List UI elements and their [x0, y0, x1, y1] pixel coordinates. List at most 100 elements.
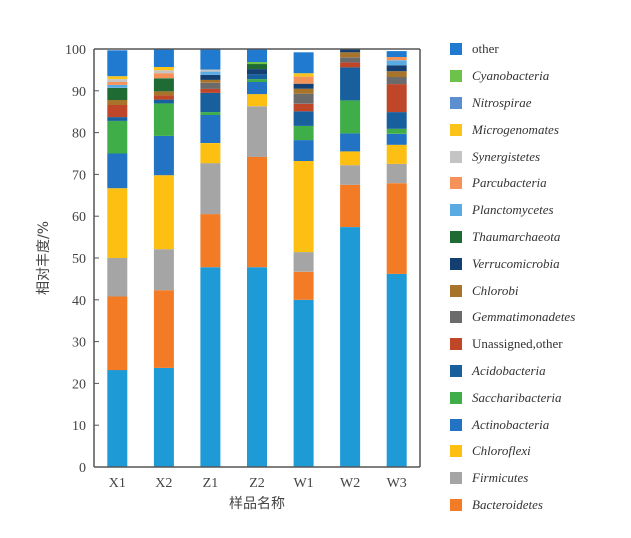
bar-segment-X2-bacteroidetes — [153, 290, 174, 368]
legend-swatch — [450, 338, 462, 351]
bar-segment-W2-gemmatimonadetes — [340, 57, 361, 63]
bar-segment-X2-chlorobi — [153, 91, 174, 96]
legend-item: Firmicutes — [450, 465, 628, 492]
legend-swatch — [450, 230, 462, 243]
bar-segment-W2-unlabeled — [340, 227, 361, 467]
bar-segment-W1-parcubacteria — [293, 76, 314, 84]
legend-label: Chloroflexi — [472, 443, 531, 459]
legend-label: Planctomycetes — [472, 202, 554, 218]
bar-segment-W3-chlorobi — [386, 71, 407, 78]
legend-label: Synergistetes — [472, 148, 541, 164]
bar-segment-Z1-unlabeled — [200, 267, 221, 467]
y-tick-label: 50 — [72, 252, 86, 267]
bar-segment-X2-parcubacteria — [153, 73, 174, 79]
bars-group — [107, 49, 407, 467]
bar-segment-W2-actinobacteria — [340, 133, 361, 152]
bar-segment-X1-unlabeled — [107, 370, 128, 467]
bar-segment-W2-bacteroidetes — [340, 184, 361, 227]
y-tick-label: 80 — [72, 127, 86, 142]
legend: other Cyanobacteria Nitrospirae Microgenoma… — [450, 36, 628, 518]
legend-label: Bacteroidetes — [472, 496, 543, 512]
legend-swatch — [450, 123, 462, 136]
legend-item: Nitrospirae — [450, 90, 628, 117]
legend-label: Acidobacteria — [472, 362, 546, 378]
legend-item: Parcubacteria — [450, 170, 628, 197]
x-tick-label: Z1 — [203, 476, 219, 491]
legend-swatch — [450, 284, 462, 297]
legend-label: Verrucomicrobia — [472, 255, 560, 271]
bar-segment-X2-unassigned-other — [153, 95, 174, 100]
bar-segment-X2-chloroflexi — [153, 175, 174, 250]
bar-segment-W2-unassigned-other — [340, 62, 361, 68]
bar-segment-Z1-firmicutes — [200, 163, 221, 215]
legend-label: Microgenomates — [472, 121, 559, 137]
bar-segment-W3-chloroflexi — [386, 144, 407, 164]
bar-segment-Z2-thaumarchaeota — [247, 64, 267, 69]
legend-swatch — [450, 418, 462, 431]
x-tick-label: X2 — [155, 476, 172, 491]
legend-swatch — [450, 43, 462, 56]
bar-segment-W3-verrucomicrobia — [386, 65, 407, 72]
bar-segment-W1-gemmatimonadetes — [293, 93, 314, 104]
legend-label: other — [472, 41, 499, 57]
legend-item: Chlorobi — [450, 277, 628, 304]
legend-item: Thaumarchaeota — [450, 224, 628, 251]
bar-segment-W1-verrucomicrobia — [293, 83, 314, 89]
bar-segment-Z2-cyanobacteria — [247, 62, 267, 65]
bar-segment-W1-other — [293, 52, 314, 74]
legend-swatch — [450, 472, 462, 485]
legend-item: Synergistetes — [450, 143, 628, 170]
bar-segment-W2-saccharibacteria — [340, 100, 361, 134]
x-tick-label: Z2 — [249, 476, 265, 491]
bar-segment-X1-synergistetes — [107, 79, 128, 82]
x-tick-label: W2 — [340, 476, 360, 491]
bar-segment-Z1-unassigned-other — [200, 88, 221, 93]
legend-label: Thaumarchaeota — [472, 228, 561, 244]
bar-segment-W1-firmicutes — [293, 252, 314, 272]
legend-item: Microgenomates — [450, 116, 628, 143]
legend-swatch — [450, 177, 462, 190]
y-tick-label: 90 — [72, 85, 86, 100]
y-tick-label: 20 — [72, 377, 86, 392]
legend-swatch — [450, 70, 462, 83]
bar-segment-X2-firmicutes — [153, 249, 174, 291]
y-tick-label: 10 — [72, 419, 86, 434]
legend-item: Gemmatimonadetes — [450, 304, 628, 331]
legend-item: Actinobacteria — [450, 411, 628, 438]
bar-segment-X2-thaumarchaeota — [153, 78, 174, 92]
bar-segment-Z1-bacteroidetes — [200, 214, 221, 268]
bar-segment-Z1-planctomycetes — [200, 71, 221, 75]
bar-segment-W3-bacteroidetes — [386, 183, 407, 274]
bar-segment-W3-unassigned-other — [386, 84, 407, 113]
legend-swatch — [450, 391, 462, 404]
legend-label: Unassigned,other — [472, 336, 563, 352]
bar-segment-Z1-synergistetes — [200, 69, 221, 72]
bar-segment-Z2-bacteroidetes — [247, 156, 267, 268]
bar-segment-Z2-firmicutes — [247, 106, 267, 157]
bar-segment-X2-acidobacteria — [153, 99, 174, 104]
y-tick-label: 100 — [65, 43, 86, 58]
legend-label: Chlorobi — [472, 282, 519, 298]
bar-segment-Z1-saccharibacteria — [200, 112, 221, 115]
bar-segment-W1-acidobacteria — [293, 111, 314, 126]
bar-segment-X2-microgenomates — [153, 67, 174, 71]
x-axis-title: 样品名称 — [229, 496, 285, 512]
bar-segment-X1-acidobacteria — [107, 117, 128, 121]
y-tick-label: 60 — [72, 210, 86, 225]
legend-swatch — [450, 150, 462, 163]
legend-label: Cyanobacteria — [472, 68, 550, 84]
legend-label: Firmicutes — [472, 470, 529, 486]
legend-label: Saccharibacteria — [472, 389, 562, 405]
bar-segment-X1-microgenomates — [107, 76, 128, 80]
bar-segment-W3-unlabeled — [386, 273, 407, 467]
legend-label: Nitrospirae — [472, 94, 532, 110]
bar-segment-W2-firmicutes — [340, 165, 361, 185]
bar-segment-W3-planctomycetes — [386, 60, 407, 66]
bar-segment-X1-saccharibacteria — [107, 120, 128, 154]
y-tick-label: 70 — [72, 168, 86, 183]
legend-item: Unassigned,other — [450, 331, 628, 358]
bar-segment-X1-parcubacteria — [107, 82, 128, 85]
legend-label: Gemmatimonadetes — [472, 309, 576, 325]
y-tick-label: 0 — [79, 461, 86, 476]
